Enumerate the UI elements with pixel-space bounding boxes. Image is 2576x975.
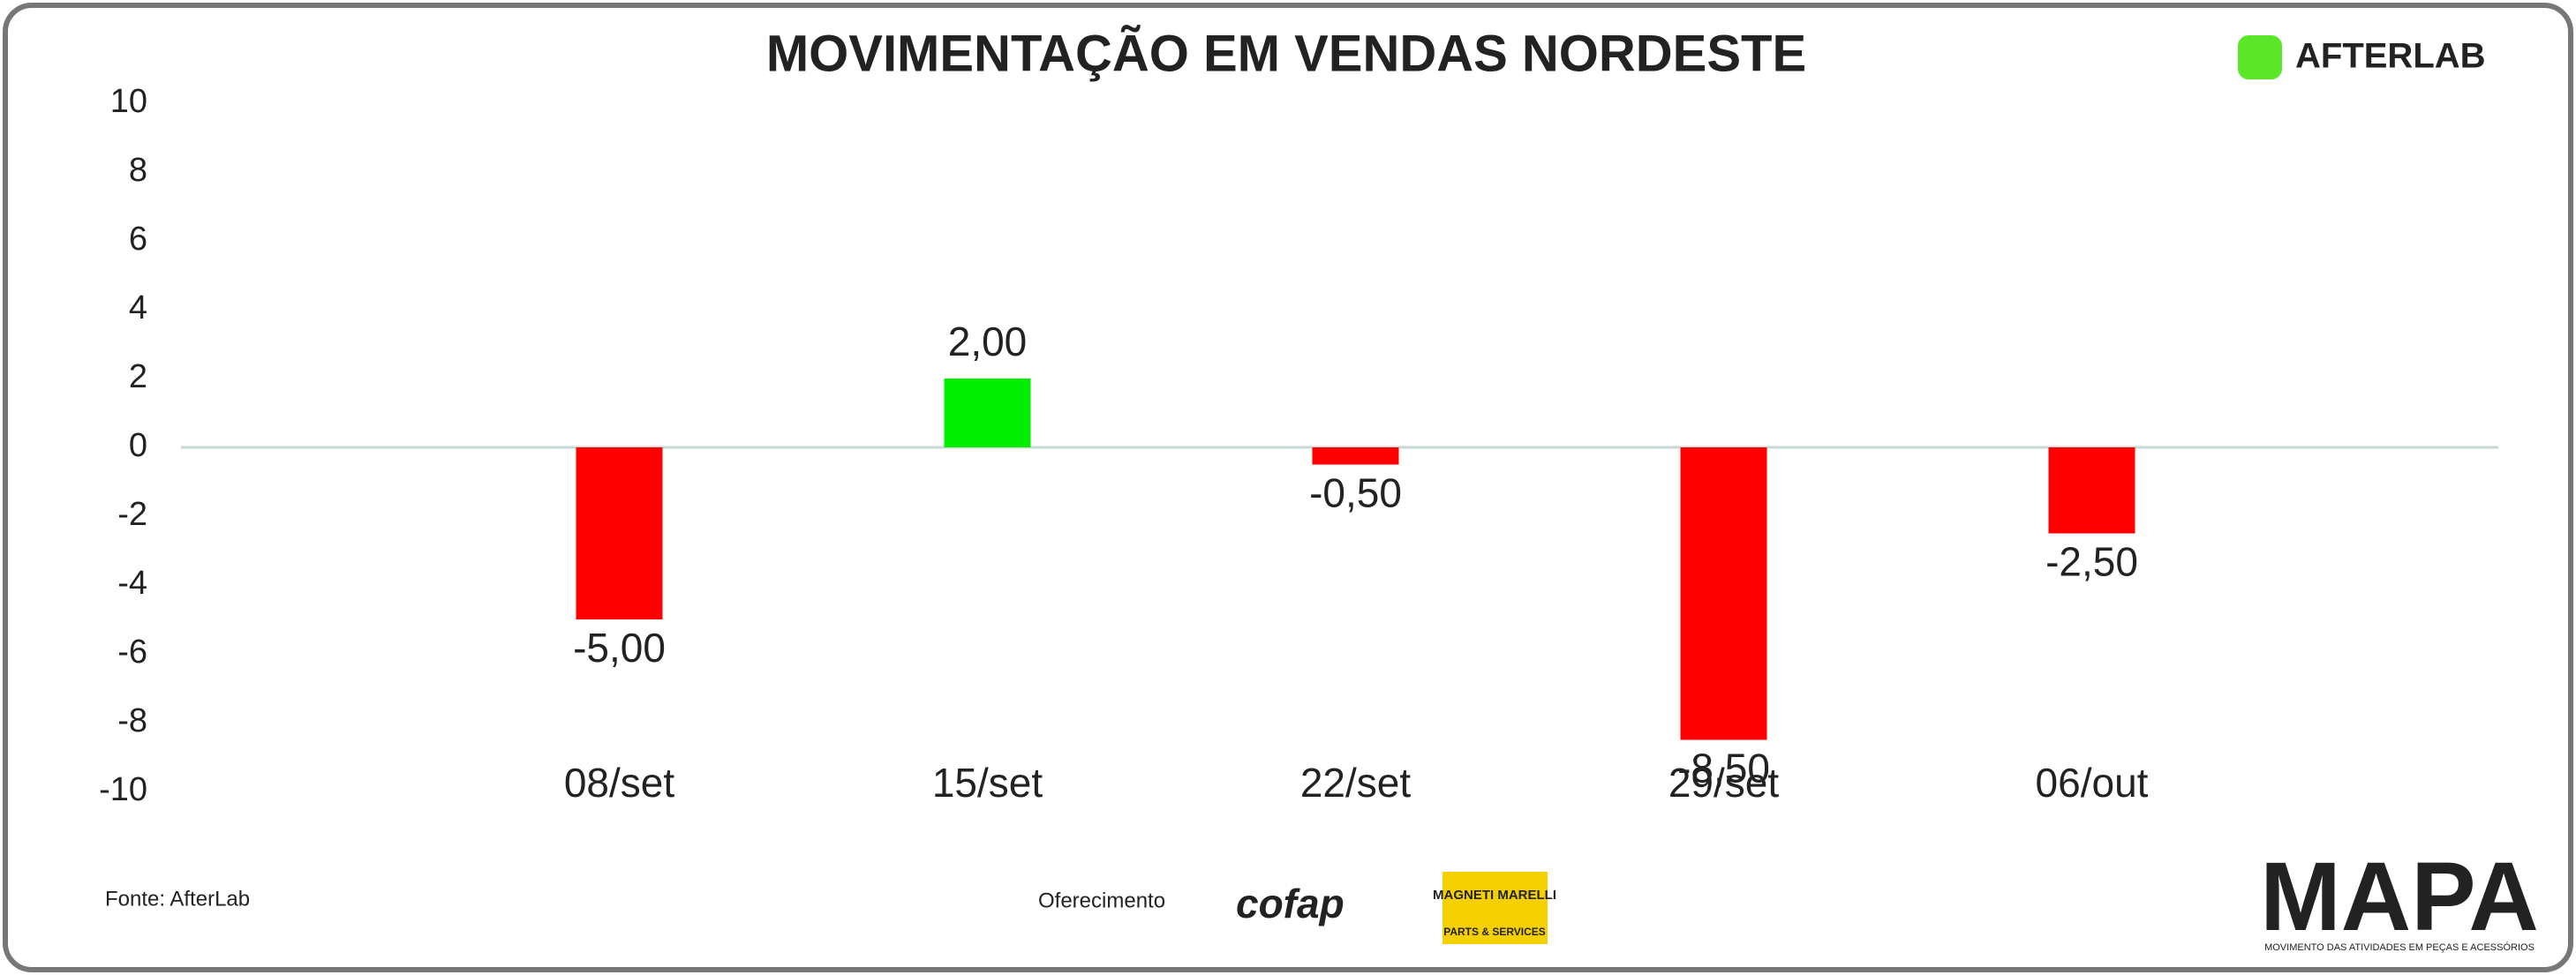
x-tick-label: 15/set <box>932 760 1043 806</box>
marelli-logo: MAGNETI MARELLI <box>1433 888 1556 903</box>
x-tick-label: 08/set <box>564 760 675 806</box>
x-tick-label: 29/set <box>1668 760 1780 806</box>
x-tick-label: 06/out <box>2036 760 2149 806</box>
y-tick-label: 6 <box>129 221 147 258</box>
bar <box>1680 447 1767 740</box>
value-label: -2,50 <box>2045 539 2138 585</box>
y-tick-label: -10 <box>99 771 147 808</box>
bar <box>944 379 1031 447</box>
logo-text: AFTERLAB <box>2295 37 2486 76</box>
mapa-subtitle: MOVIMENTO DAS ATIVIDADES EM PEÇAS E ACES… <box>2264 941 2535 953</box>
bar <box>2048 447 2135 534</box>
mapa-logo: MAPA <box>2260 843 2539 951</box>
y-tick-label: 10 <box>110 83 147 120</box>
value-label: 2,00 <box>948 319 1028 364</box>
bar <box>576 447 663 619</box>
marelli-sub: PARTS & SERVICES <box>1443 926 1546 938</box>
y-tick-label: 2 <box>129 358 147 395</box>
x-tick-label: 22/set <box>1300 760 1412 806</box>
y-tick-label: -2 <box>117 496 147 533</box>
bar <box>1312 447 1399 465</box>
source: Fonte: AfterLab <box>105 887 250 911</box>
marelli-box <box>1442 872 1548 944</box>
y-tick-label: 8 <box>129 152 147 189</box>
value-label: -5,00 <box>573 625 666 671</box>
chart-title: MOVIMENTAÇÃO EM VENDAS NORDESTE <box>766 25 1806 82</box>
cofap-logo: cofap <box>1236 881 1344 926</box>
y-tick-label: -4 <box>117 565 147 602</box>
y-tick-label: -8 <box>117 702 147 739</box>
frame <box>3 3 2573 972</box>
value-label: -8,50 <box>1677 746 1770 791</box>
value-label: -0,50 <box>1309 470 1402 516</box>
logo-icon <box>2238 35 2282 79</box>
sponsor-label: Oferecimento <box>1038 889 1165 912</box>
y-tick-label: 4 <box>129 289 147 326</box>
y-tick-label: -6 <box>117 634 147 671</box>
y-tick-label: 0 <box>129 427 147 464</box>
